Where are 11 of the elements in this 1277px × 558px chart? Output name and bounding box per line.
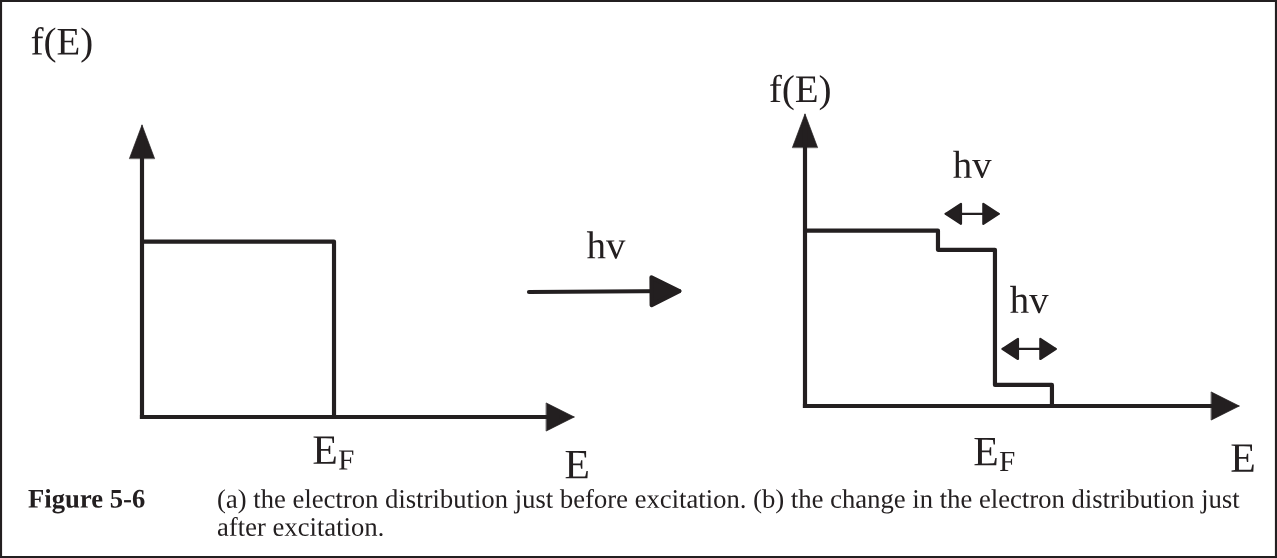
annotation: hv (1010, 285, 1049, 314)
text: (a) the electron distribution just before excitation. (b) the change in the electron distribution just after excitation. (217, 489, 1240, 537)
text: E$_{F}$ (313, 436, 354, 470)
text: hv (953, 150, 992, 179)
y-axis-title: f(E) (770, 74, 830, 111)
x-axis-title: E (1231, 444, 1254, 472)
x-axis-title: E (565, 451, 588, 479)
y-axis-title: f(E) (31, 27, 92, 63)
text: hv (586, 231, 626, 259)
text: E$_{F}$ (974, 437, 1015, 471)
caption: Figure 5-6 (28, 489, 145, 514)
